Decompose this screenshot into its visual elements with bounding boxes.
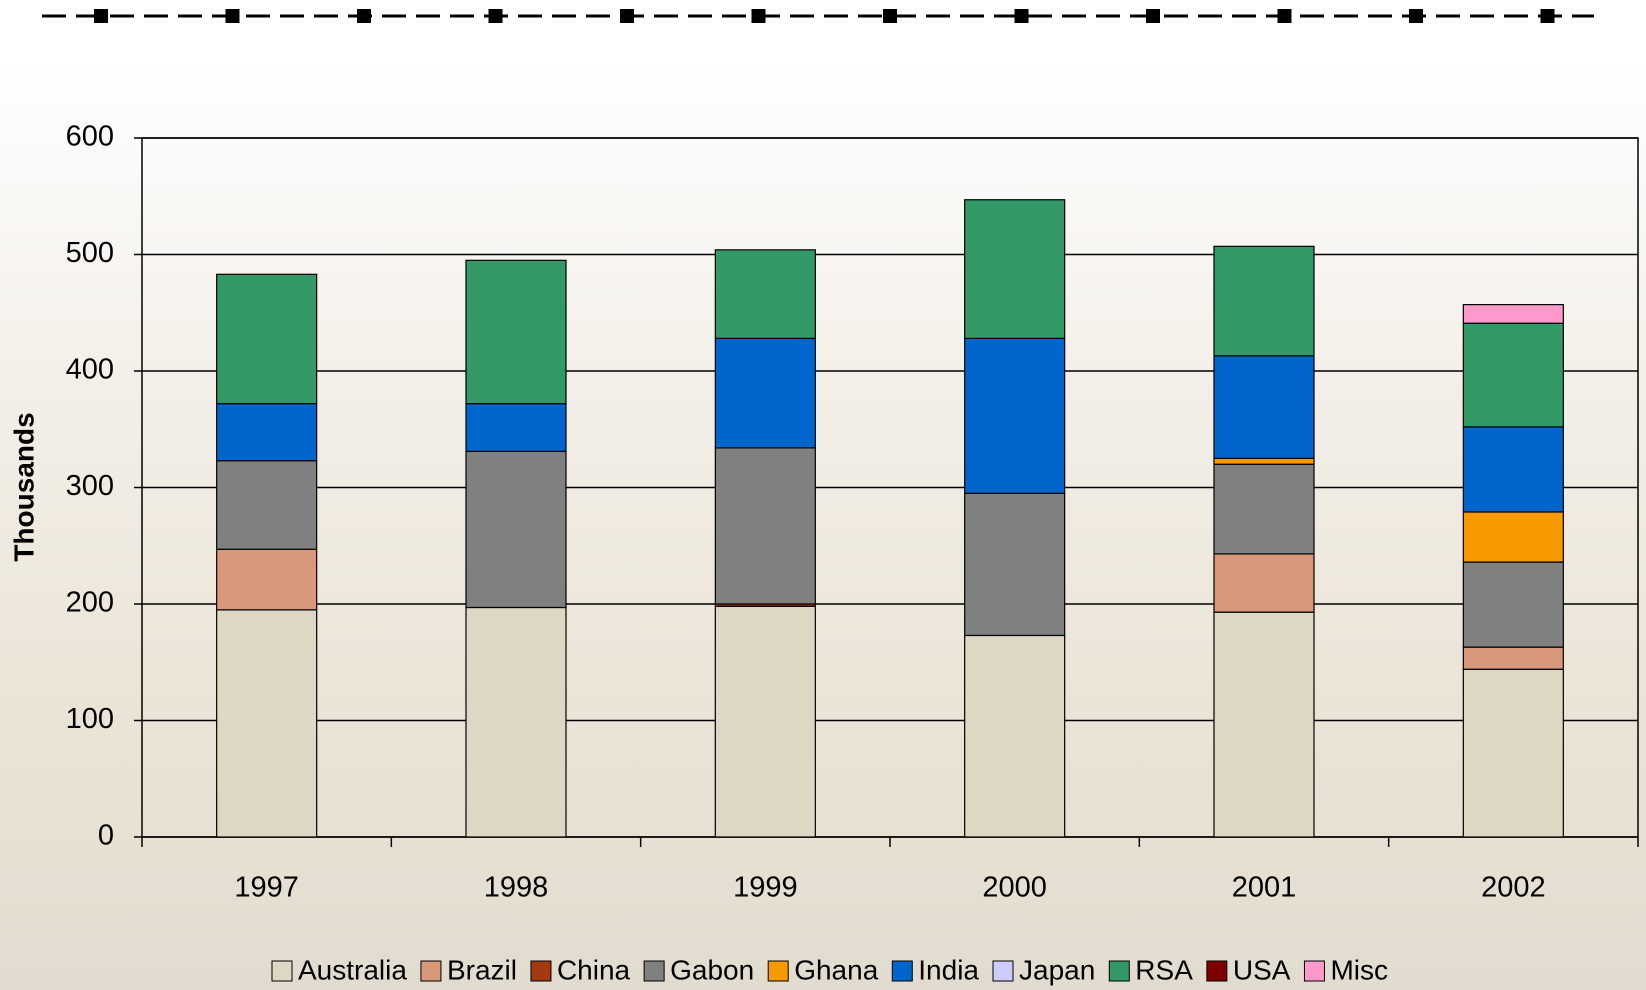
decor-square [94,9,108,23]
legend-label: Japan [1019,954,1095,985]
bar-segment [216,609,318,838]
legend-swatch [530,960,552,982]
x-tick-label: 2000 [982,872,1047,904]
y-tick-label: 0 [98,820,114,852]
legend-label: India [918,954,979,985]
bar-segment [714,605,816,838]
y-axis-label: Thousands [8,412,39,561]
bar-segment [216,460,318,550]
decor-square [488,9,503,23]
x-tick-label: 2002 [1481,872,1546,904]
bar-segment [465,403,567,452]
legend-label: China [557,954,631,985]
legend-label: Australia [298,954,407,985]
y-tick-label: 600 [66,121,114,153]
bar-segment [1462,561,1564,648]
y-tick-label: 400 [66,354,114,386]
legend-swatch [1206,960,1228,982]
legend-label: Ghana [794,954,878,985]
decor-square [1409,9,1423,23]
y-tick-label: 300 [66,470,114,502]
decor-square [1014,9,1029,23]
decor-square [1146,9,1160,23]
legend-label: Gabon [670,954,754,985]
bar-segment [465,606,567,838]
x-tick-label: 1997 [234,872,299,904]
legend-swatch [1108,960,1130,982]
legend-swatch [992,960,1014,982]
bar-segment [216,273,318,405]
bar-segment [1462,511,1564,563]
decor-square [357,9,371,23]
x-tick-label: 1999 [733,872,798,904]
bar-segment [1213,611,1315,838]
decor-square [225,9,240,23]
bar-segment [1462,646,1564,670]
decor-square [751,9,766,23]
bar-segment [964,199,1066,339]
y-tick-label: 200 [66,587,114,619]
x-tick-label: 2001 [1232,872,1297,904]
decor-square [1540,9,1555,23]
bar-segment [964,634,1066,838]
bar-segment [714,249,816,339]
decor-markers [94,9,1555,23]
bar-segment [964,337,1066,494]
decor-square [620,9,634,23]
bar-segment [714,337,816,449]
bar-segment [964,492,1066,637]
bar-segment [1462,426,1564,513]
legend-swatch [891,960,913,982]
decor-square [1277,9,1292,23]
legend: Australia Brazil China Gabon Ghana India Japan… [271,954,1388,985]
legend-swatch [420,960,442,982]
y-tick-label: 500 [66,237,114,269]
bar-segment [1213,463,1315,555]
bar-segment [1462,303,1564,324]
bar-segment [1213,245,1315,357]
legend-swatch [1303,960,1325,982]
legend-swatch [643,960,665,982]
x-tick-label: 1998 [484,872,549,904]
bar-segment [216,548,318,611]
bar-segment [465,259,567,405]
legend-label: RSA [1135,954,1193,985]
legend-label: Brazil [447,954,517,985]
bar-segment [1213,553,1315,613]
bar-segment [216,403,318,462]
legend-label: USA [1233,954,1291,985]
bar-segment [1462,322,1564,428]
legend-label: Misc [1330,954,1388,985]
bar-segment [1213,457,1315,465]
bar-segment [714,447,816,605]
decor-square [883,9,897,23]
bar-segment [465,450,567,609]
legend-swatch [271,960,293,982]
legend-swatch [767,960,789,982]
bar-segment [1213,355,1315,459]
y-tick-label: 100 [66,703,114,735]
bar-segment [1462,668,1564,838]
